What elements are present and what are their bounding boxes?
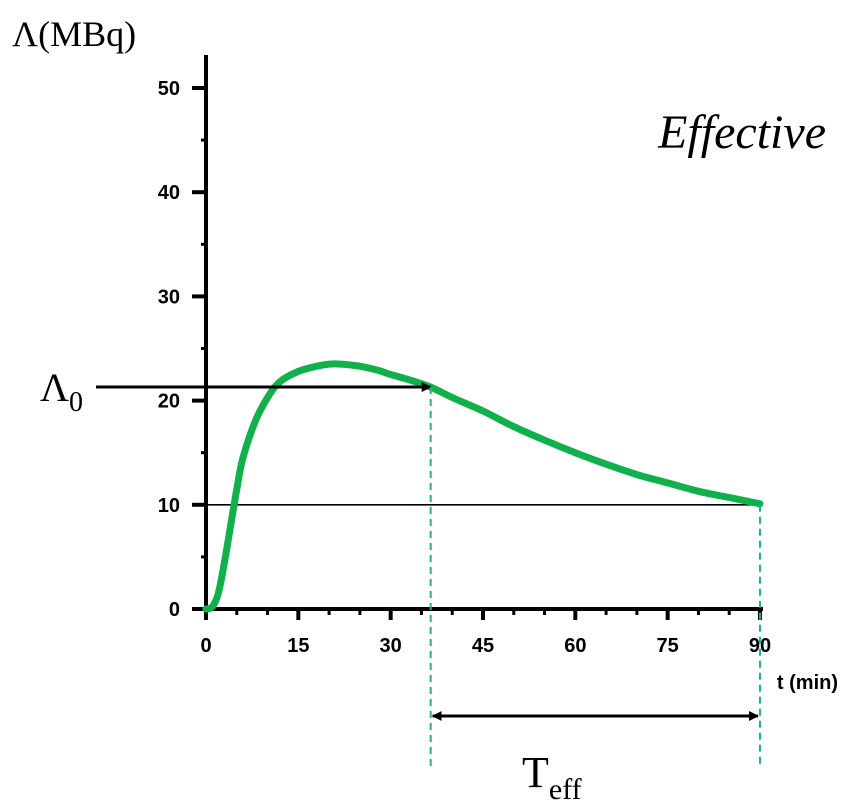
x-tick-label: 75 <box>657 635 679 657</box>
x-tick-label: 30 <box>380 635 402 657</box>
teff-subscript: eff <box>549 773 582 806</box>
x-tick-label: 15 <box>287 635 309 657</box>
axis-ticks: 0 10 20 30 40 50 0 15 30 45 60 75 90 <box>158 78 771 657</box>
y-tick-label: 40 <box>158 182 180 204</box>
lambda0-label: Λ0 <box>40 365 83 418</box>
x-tick-label: 45 <box>472 635 494 657</box>
y-axis-label: Λ(MBq) <box>12 14 136 54</box>
y-tick-label: 30 <box>158 286 180 308</box>
x-tick-label: 60 <box>564 635 586 657</box>
teff-label: Teff <box>522 748 582 806</box>
series-layer <box>202 360 764 613</box>
x-tick-label: 0 <box>200 635 211 657</box>
x-axis-label: t (min) <box>777 672 838 694</box>
x-tick-label: 90 <box>749 635 771 657</box>
y-tick-label: 20 <box>158 391 180 413</box>
annotations: Λ0 Teff <box>40 365 761 806</box>
chart-title: Effective <box>657 106 826 159</box>
y-tick-label: 0 <box>169 599 180 621</box>
activity-curve <box>202 360 764 613</box>
lambda0-subscript: 0 <box>69 387 83 418</box>
y-tick-label: 50 <box>158 78 180 100</box>
y-tick-label: 10 <box>158 495 180 517</box>
